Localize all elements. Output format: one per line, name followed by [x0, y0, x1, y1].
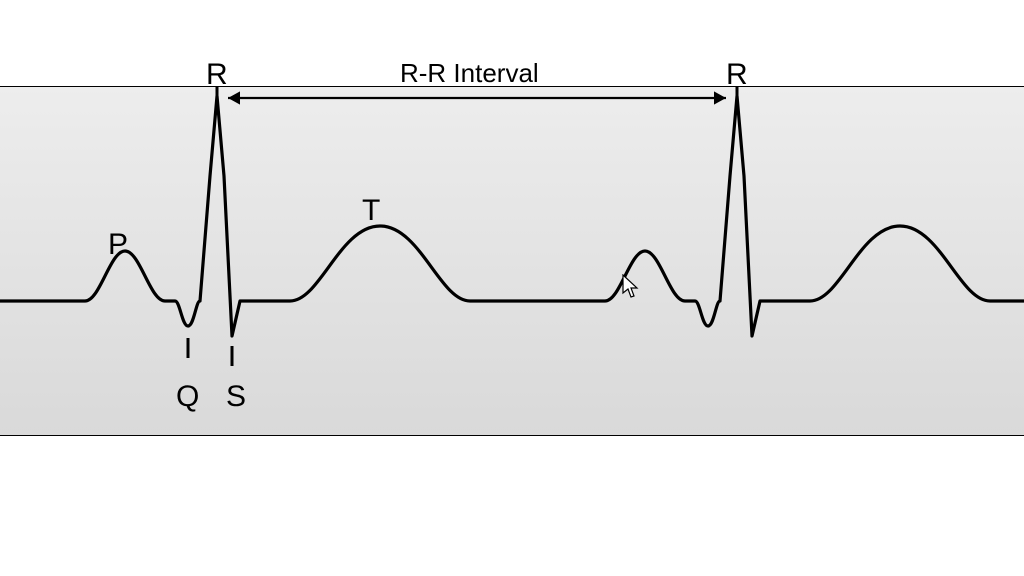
label-p: P	[108, 228, 128, 262]
label-q: Q	[176, 380, 199, 414]
label-s: S	[226, 380, 246, 414]
ecg-diagram: P R Q S T R R-R Interval	[0, 86, 1024, 436]
label-rr-interval: R-R Interval	[400, 58, 539, 89]
ecg-svg	[0, 86, 1024, 436]
bottom-whitespace	[0, 436, 1024, 576]
label-t: T	[362, 194, 380, 228]
label-r2: R	[726, 58, 748, 92]
label-r1: R	[206, 58, 228, 92]
ecg-diagram-page: P R Q S T R R-R Interval	[0, 0, 1024, 576]
